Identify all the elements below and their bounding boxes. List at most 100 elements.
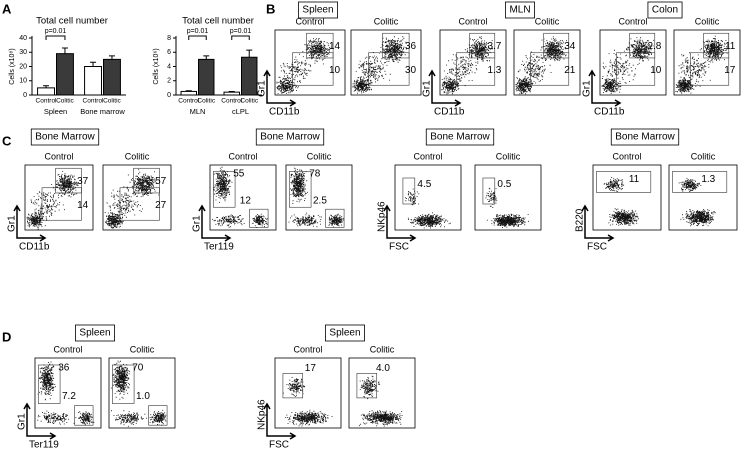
gate-percentage: 21 xyxy=(564,65,576,76)
gate xyxy=(325,208,345,228)
y-axis-label: Gr1 xyxy=(192,215,203,232)
y-axis-label: Cells (x10⁸) xyxy=(9,48,16,84)
gate xyxy=(249,208,269,228)
chart-title: Total cell number xyxy=(36,16,108,27)
x-axis-label: CD11b xyxy=(594,107,625,118)
error-bar xyxy=(43,85,50,88)
event-dots xyxy=(441,36,493,95)
y-axis-label: Cells (x10⁶) xyxy=(153,48,160,84)
gate-percentage: 4.0 xyxy=(376,363,390,374)
gate xyxy=(292,52,334,86)
gate-percentage: 7.2 xyxy=(62,391,76,402)
axis-arrows xyxy=(263,402,297,440)
gate xyxy=(356,373,378,399)
gate xyxy=(543,32,570,59)
group-label: Bone marrow xyxy=(80,107,125,116)
group-title: Bone Marrow xyxy=(35,132,95,143)
plot-label: Colitic xyxy=(695,16,720,26)
title-box xyxy=(425,128,495,146)
gate xyxy=(213,171,236,208)
gate xyxy=(41,187,82,221)
event-dots xyxy=(359,375,403,427)
event-dots xyxy=(405,188,451,229)
axis-arrows xyxy=(383,204,417,242)
gate xyxy=(672,171,728,193)
gate-percentage: 1.0 xyxy=(136,391,150,402)
error-bar xyxy=(108,55,115,60)
y-axis-label: B220 xyxy=(575,208,586,232)
gate xyxy=(55,167,82,194)
plot-label: Control xyxy=(618,16,647,26)
x-axis-label: FSC xyxy=(389,242,409,253)
plot-label: Colitic xyxy=(535,16,560,26)
gate xyxy=(112,364,135,404)
gate xyxy=(469,32,496,59)
axis-arrows xyxy=(23,402,57,440)
error-bar xyxy=(228,90,235,93)
plot-label: Control xyxy=(295,16,324,26)
x-axis-label: CD11b xyxy=(269,107,300,118)
title-box xyxy=(75,324,115,342)
event-dots xyxy=(276,38,332,94)
gate-percentage: 17 xyxy=(305,363,317,374)
bar xyxy=(37,87,56,96)
gate xyxy=(402,177,416,205)
gate-percentage: 36 xyxy=(58,362,70,373)
y-tick-label: 4 xyxy=(167,63,171,70)
gate-percentage: 55 xyxy=(233,169,245,180)
group-title: Colon xyxy=(652,5,678,16)
significance-bracket xyxy=(45,35,66,40)
gate-percentage: 0.5 xyxy=(497,179,511,190)
x-axis-label: Ter119 xyxy=(29,440,59,451)
x-tick-label: Colitic xyxy=(103,98,121,105)
axis-arrows xyxy=(13,204,47,242)
x-tick-label: Control xyxy=(36,98,58,105)
gate xyxy=(133,167,160,194)
gate-percentage: 30 xyxy=(405,65,417,76)
group-title: MLN xyxy=(509,5,530,16)
plot-label: Control xyxy=(293,344,322,354)
panel-letter: A xyxy=(2,1,12,16)
y-axis-label: Gr1 xyxy=(7,215,18,232)
gate-percentage: 14 xyxy=(77,200,89,211)
title-box xyxy=(647,1,683,19)
bar xyxy=(84,66,103,96)
axis-arrows xyxy=(198,204,232,242)
gate-percentage: 70 xyxy=(132,362,144,373)
y-tick-label: 8 xyxy=(167,35,171,42)
plot-label: Control xyxy=(413,151,442,161)
error-bar xyxy=(246,49,253,58)
x-axis-label: CD11b xyxy=(434,107,465,118)
group-title: Spleen xyxy=(79,328,110,339)
group-label: Spleen xyxy=(44,107,67,116)
y-axis-label: Gr1 xyxy=(582,80,593,97)
plot-label: Control xyxy=(458,16,487,26)
x-tick-label: Colitic xyxy=(56,98,74,105)
gate-percentage: 36 xyxy=(405,41,417,52)
group-label: cLPL xyxy=(232,107,249,116)
gate xyxy=(306,32,334,59)
gate-percentage: 4.5 xyxy=(417,179,431,190)
gate-percentage: 1.3 xyxy=(487,65,501,76)
y-tick-label: 40 xyxy=(19,35,27,42)
plot-label: Colitic xyxy=(130,344,155,354)
title-box xyxy=(298,1,338,19)
event-dots xyxy=(26,170,79,230)
plot-label: Colitic xyxy=(691,151,716,161)
gate xyxy=(382,32,410,59)
gate-percentage: 2.8 xyxy=(647,41,661,52)
gate-percentage: 27 xyxy=(155,200,167,211)
group-title: Bone Marrow xyxy=(615,132,675,143)
error-bar xyxy=(185,90,192,92)
group-title: Spleen xyxy=(329,328,360,339)
plot-label: Colitic xyxy=(307,151,332,161)
panel-letter: D xyxy=(2,329,11,344)
group-label: MLN xyxy=(190,107,206,116)
panel-letter: B xyxy=(266,1,275,16)
axis-arrows xyxy=(588,69,622,107)
bar xyxy=(241,56,258,96)
y-tick-label: 10 xyxy=(19,78,27,85)
plot-label: Control xyxy=(612,151,641,161)
bar xyxy=(103,58,121,96)
gate-percentage: 17 xyxy=(724,65,736,76)
